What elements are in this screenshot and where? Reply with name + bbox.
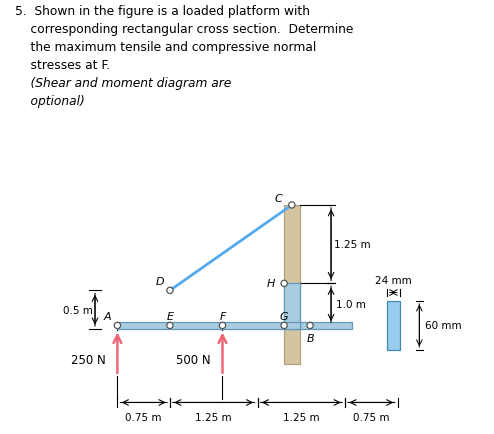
Text: 0.5 m: 0.5 m	[63, 305, 92, 315]
Bar	[118, 322, 352, 329]
Text: H: H	[267, 279, 275, 289]
Text: 1.25 m: 1.25 m	[196, 412, 232, 422]
Text: A: A	[104, 312, 112, 322]
Text: 250 N: 250 N	[71, 353, 105, 366]
Circle shape	[288, 202, 295, 209]
Circle shape	[167, 322, 173, 329]
Text: 5.  Shown in the figure is a loaded platform with
    corresponding rectangular : 5. Shown in the figure is a loaded platf…	[15, 5, 353, 72]
Circle shape	[281, 281, 288, 287]
Bar	[284, 322, 299, 329]
Text: F: F	[219, 311, 226, 321]
Text: 24 mm: 24 mm	[375, 275, 412, 285]
Text: 1.0 m: 1.0 m	[336, 300, 366, 310]
Bar	[284, 205, 299, 364]
Circle shape	[219, 322, 226, 329]
Text: E: E	[166, 311, 173, 321]
Text: (Shear and moment diagram are
    optional): (Shear and moment diagram are optional)	[15, 5, 231, 108]
Text: 1.25 m: 1.25 m	[283, 412, 320, 422]
Bar	[387, 301, 400, 350]
Text: D: D	[156, 276, 165, 286]
Text: 0.75 m: 0.75 m	[125, 412, 162, 422]
Text: B: B	[306, 333, 314, 343]
Text: 60 mm: 60 mm	[425, 321, 461, 331]
Bar	[284, 284, 299, 329]
Circle shape	[307, 322, 313, 329]
Text: 0.75 m: 0.75 m	[353, 412, 390, 422]
Circle shape	[281, 322, 288, 329]
Text: C: C	[275, 194, 283, 204]
Circle shape	[114, 322, 121, 329]
Text: 500 N: 500 N	[176, 353, 210, 366]
Text: 1.25 m: 1.25 m	[334, 240, 370, 250]
Circle shape	[167, 288, 173, 294]
Text: G: G	[279, 311, 288, 321]
